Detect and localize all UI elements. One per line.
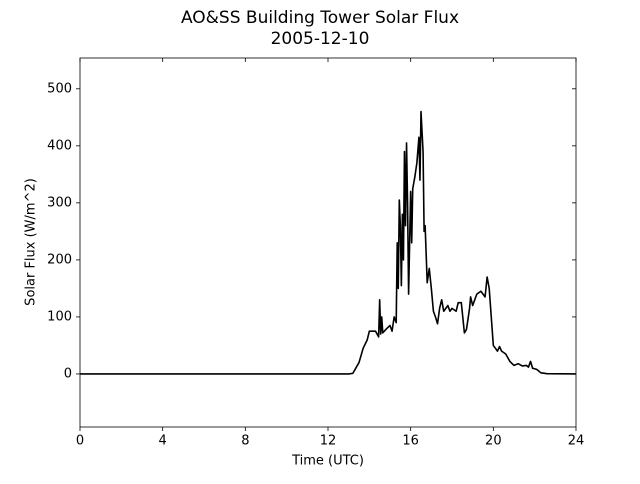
x-axis-label: Time (UTC) [291,454,364,469]
chart-title: AO&SS Building Tower Solar Flux [181,8,459,28]
y-tick-label: 500 [47,81,72,96]
y-tick-label: 0 [64,366,72,381]
x-tick-label: 12 [320,434,337,449]
x-tick-label: 8 [241,434,249,449]
x-tick-label: 0 [76,434,84,449]
y-tick-label: 400 [47,138,72,153]
plot-frame [79,57,577,428]
x-tick-label: 4 [159,434,167,449]
chart-subtitle: 2005-12-10 [271,29,370,49]
y-tick-label: 100 [47,309,72,324]
x-tick-label: 20 [485,434,502,449]
x-tick-label: 16 [402,434,419,449]
data-line [80,110,577,375]
y-tick-label: 300 [47,195,72,210]
y-tick-label: 200 [47,252,72,267]
x-tick-label: 24 [568,434,585,449]
y-axis-label: Solar Flux (W/m^2) [24,178,39,306]
